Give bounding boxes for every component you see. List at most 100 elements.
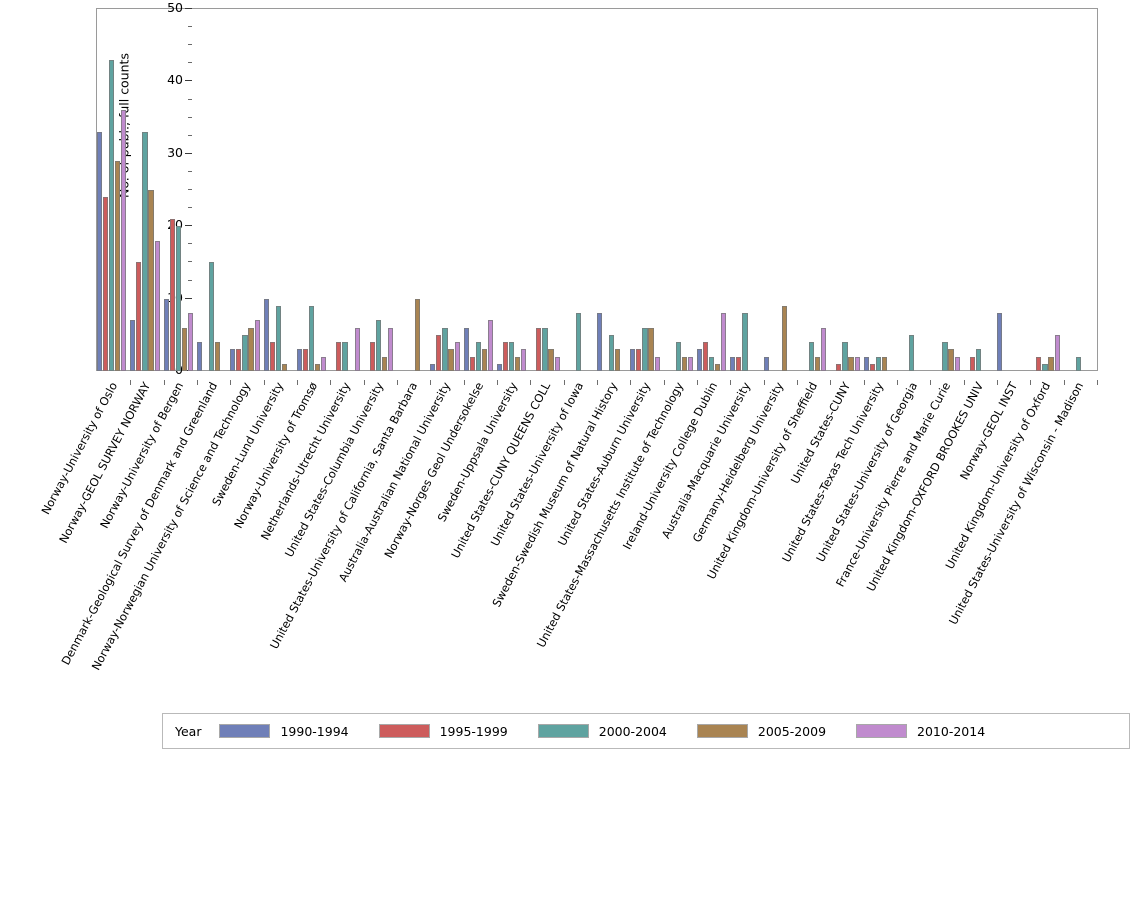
legend-item[interactable]: 2010-2014 [856,724,985,739]
x-tick-mark [997,380,998,385]
x-tick-mark [297,380,298,385]
y-tick-mark [185,297,192,299]
bar [781,305,787,371]
bar [230,349,236,371]
bar [269,342,275,371]
bar [169,218,175,371]
bar [763,356,769,371]
bar [387,327,394,371]
bar-group [230,9,263,371]
x-tick-mark [497,380,498,385]
bar [821,327,827,371]
legend-item[interactable]: 2005-2009 [696,724,826,739]
bar [154,240,160,371]
bar-group [996,9,1030,371]
bar [175,226,181,371]
bar [909,334,915,371]
bar-group [730,9,763,371]
bar [296,349,303,371]
bar [130,320,136,371]
bar [636,349,642,371]
x-tick-mark [697,380,698,385]
y-minor-tick-mark [188,207,192,209]
bar [709,356,715,371]
plot-frame [96,8,1098,371]
bar [809,342,815,371]
bar-group [496,9,530,371]
legend-item[interactable]: 1995-1999 [378,724,508,739]
bar [321,356,327,371]
bar-group [863,9,897,371]
bar [715,363,721,371]
bar [309,305,315,371]
y-tick-label: 50 [167,0,183,15]
x-tick-mark [463,380,465,385]
bar [842,342,848,371]
bar [675,342,681,371]
bar-group [96,9,130,371]
bar [615,349,621,371]
bar [521,349,527,371]
x-tick-mark [1097,380,1098,385]
x-tick-mark [897,380,898,385]
bar-group [163,9,197,371]
legend-label: 2000-2004 [598,723,667,739]
bar-group [763,9,797,371]
bar [215,342,221,371]
bar [742,313,748,371]
x-tick-mark [830,380,832,385]
bar-group [797,9,830,371]
bar [354,327,360,371]
bar [1048,356,1054,371]
y-minor-tick-mark [188,62,192,64]
bar [975,349,981,371]
bar [596,313,603,371]
y-tick-mark [185,225,192,227]
bar [181,327,187,371]
bar [148,190,154,371]
bar [342,342,348,371]
bar [381,356,387,371]
bar-group [430,9,463,371]
legend-swatch [856,724,908,738]
bar [730,356,736,371]
legend-item[interactable]: 2000-2004 [537,723,667,739]
bar [815,356,821,371]
y-minor-tick-mark [188,116,192,118]
bar [542,327,548,371]
legend-item[interactable]: 1990-1994 [219,724,349,739]
bar [136,262,142,371]
x-tick-mark [163,380,165,385]
x-tick-mark [863,380,865,385]
x-tick-mark [330,380,332,385]
bar [848,356,854,371]
bar [281,363,287,371]
bar-group [263,9,297,371]
bar-group [930,9,963,371]
y-minor-tick-mark [188,26,192,28]
x-tick-mark [630,380,632,385]
bar [415,298,421,371]
bar [469,356,475,371]
bar [430,363,436,371]
bar [196,342,203,371]
bar [969,356,975,371]
y-tick-label: 30 [167,144,183,160]
bar [996,313,1003,371]
bar [442,327,448,371]
bar [836,363,842,371]
bar [496,363,503,371]
bar [721,313,727,371]
bar-group [664,9,697,371]
bar-group [196,9,230,371]
bar [696,349,703,371]
bar [515,356,521,371]
bar [109,59,115,371]
legend-title: Year [175,723,202,739]
x-tick-mark [197,380,198,385]
x-tick-mark [763,380,765,385]
x-tick-mark [363,380,365,385]
bar [142,132,148,371]
bar [863,356,869,371]
legend-swatch [219,724,271,738]
